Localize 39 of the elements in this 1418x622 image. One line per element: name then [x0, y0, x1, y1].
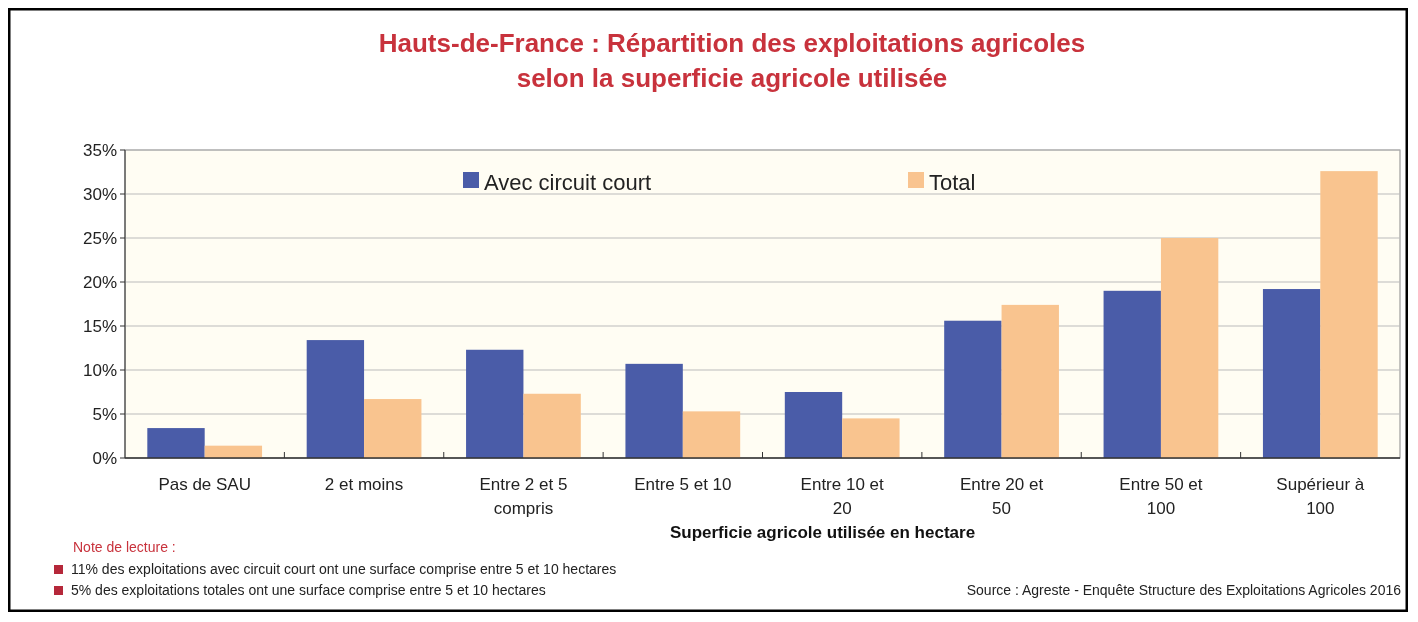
bar	[1320, 171, 1378, 458]
y-tick-label: 5%	[92, 404, 117, 424]
y-tick-label: 35%	[82, 140, 117, 160]
bar	[625, 363, 683, 458]
bar	[466, 349, 524, 458]
x-tick-label: Entre 5 et 10	[634, 475, 732, 494]
bar	[523, 393, 581, 458]
y-tick-label: 30%	[82, 184, 117, 204]
x-tick-label: 2 et moins	[324, 475, 404, 494]
bar	[1001, 304, 1059, 458]
y-tick-label: 15%	[82, 316, 117, 336]
bar	[784, 392, 843, 458]
bar	[1160, 238, 1219, 458]
text: Note de lecture :	[73, 539, 176, 555]
bar	[944, 320, 1002, 458]
x-tick-label: Entre 2 et 5 compris	[479, 475, 568, 518]
y-tick-label: 20%	[82, 272, 117, 292]
x-axis-title: Superficie agricole utilisée en hectare	[669, 523, 976, 542]
text: 5% des exploitations totales ont une surface comprise entre 5 et 10 hectares	[71, 582, 546, 598]
source-note: Source : Agreste - Enquête Structure des Exploitations Agricoles 2016	[966, 582, 1402, 598]
legend-label: Avec circuit court	[484, 169, 652, 195]
legend-label: Total	[929, 169, 976, 195]
x-tick-label: Entre 10 et 20	[800, 475, 885, 518]
y-tick-label: 25%	[82, 228, 117, 248]
bar	[1103, 290, 1161, 458]
bar	[364, 399, 422, 458]
x-tick-label: Entre 50 et 100	[1119, 475, 1203, 518]
bar	[842, 418, 900, 458]
x-tick-label: Supérieur à 100	[1276, 475, 1365, 518]
chart-title: Hauts-de-France : Répartition des exploitations agricoles selon la superficie agricole utilisée	[378, 28, 1086, 93]
bar	[306, 340, 365, 458]
y-tick-label: 10%	[82, 360, 117, 380]
bar	[682, 411, 741, 458]
bar	[1262, 289, 1321, 458]
text: 11% des exploitations avec circuit court ont une surface comprise entre 5 et 10 hectares	[71, 561, 617, 577]
bar	[147, 428, 205, 458]
y-tick-label: 0%	[92, 448, 117, 468]
x-tick-label: Entre 20 et 50	[959, 475, 1044, 518]
x-tick-label: Pas de SAU	[158, 475, 251, 494]
